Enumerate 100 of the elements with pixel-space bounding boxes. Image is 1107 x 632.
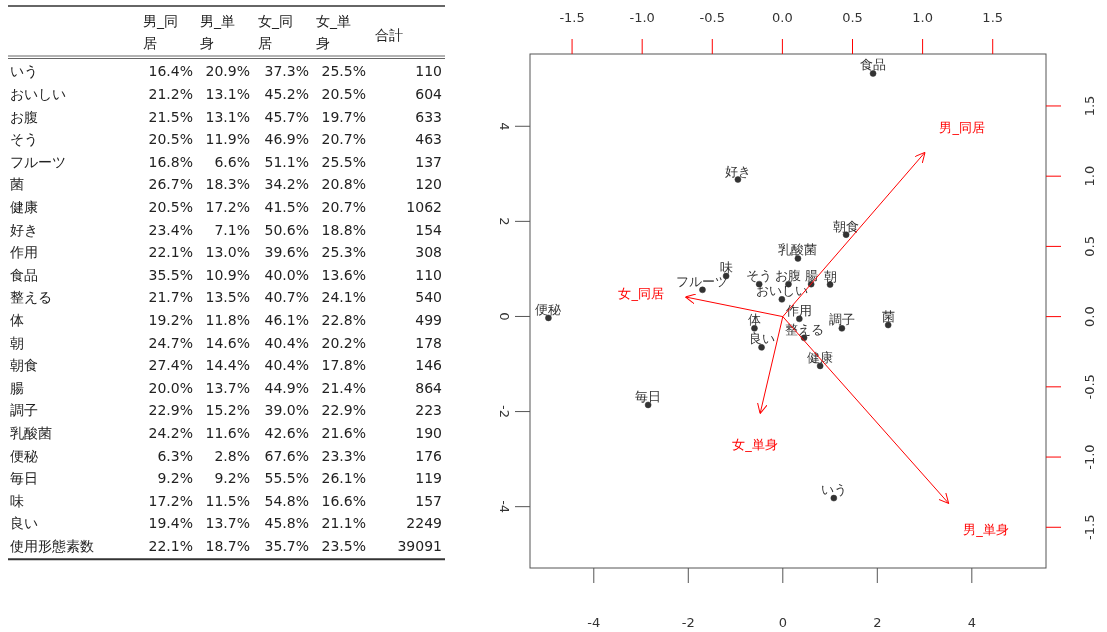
text: 2.8%: [214, 447, 250, 464]
category-label: 整える: [10, 289, 52, 306]
text: 10.9%: [205, 266, 250, 283]
category-label: 女_単身: [316, 13, 351, 51]
category-label: 男_同居: [143, 13, 178, 51]
data-label: 乳酸菌: [778, 242, 818, 258]
text: 22.1%: [148, 244, 193, 261]
text: 45.8%: [264, 515, 309, 532]
text: 16.6%: [321, 492, 366, 509]
text: 154: [415, 221, 442, 238]
text: 11.6%: [205, 424, 250, 441]
category-label: 使用形態素数: [10, 537, 94, 554]
text: 13.5%: [205, 289, 250, 306]
text: 20.0%: [148, 379, 193, 396]
data-label: フルーツ: [676, 273, 729, 289]
text: 7.1%: [214, 221, 250, 238]
category-label: 健康: [10, 198, 38, 215]
category-label: 乳酸菌: [10, 424, 52, 441]
text: 15.2%: [205, 402, 250, 419]
text: 23.5%: [321, 537, 366, 554]
text: 13.7%: [205, 379, 250, 396]
data-label: 便秘: [535, 301, 562, 317]
text: 51.1%: [264, 153, 309, 170]
text: 22.9%: [148, 402, 193, 419]
text: 45.7%: [264, 108, 309, 125]
data-label: 腸: [804, 268, 818, 284]
text: 17.2%: [205, 198, 250, 215]
text: 40.0%: [264, 266, 309, 283]
text: 21.4%: [321, 379, 366, 396]
text: 21.2%: [148, 85, 193, 102]
text: 190: [415, 424, 442, 441]
text: 13.6%: [321, 266, 366, 283]
text: 16.8%: [148, 153, 193, 170]
text: 14.6%: [205, 334, 250, 351]
text: 11.9%: [205, 131, 250, 148]
x-tick-label: 4: [967, 615, 976, 630]
text: 110: [415, 63, 442, 80]
text: 20.7%: [321, 198, 366, 215]
text: 26.1%: [321, 470, 366, 487]
text: 20.7%: [321, 131, 366, 148]
text: 1062: [406, 198, 442, 215]
text: 24.1%: [321, 289, 366, 306]
category-label: 腸: [10, 379, 24, 396]
text: 40.4%: [264, 334, 309, 351]
text: 37.3%: [264, 63, 309, 80]
text: 40.7%: [264, 289, 309, 306]
category-label: 食品: [10, 266, 38, 283]
y2-tick-label: 1.0: [1082, 165, 1097, 187]
y-tick-label: -4: [497, 500, 512, 514]
text: 20.8%: [321, 176, 366, 193]
text: 22.1%: [148, 537, 193, 554]
y2-tick-label: 1.5: [1082, 95, 1097, 117]
text: 157: [415, 492, 442, 509]
data-label: 朝食: [833, 218, 860, 234]
text: 119: [415, 470, 442, 487]
data-label: そう: [746, 268, 773, 284]
x2-tick-label: -0.5: [699, 10, 725, 25]
text: 13.0%: [205, 244, 250, 261]
text: 308: [415, 244, 442, 261]
text: 146: [415, 357, 442, 374]
text: 26.7%: [148, 176, 193, 193]
data-label: 好き: [724, 163, 751, 179]
text: 23.4%: [148, 221, 193, 238]
text: 24.2%: [148, 424, 193, 441]
text: 40.4%: [264, 357, 309, 374]
text: 21.1%: [321, 515, 366, 532]
category-label: フルーツ: [10, 153, 66, 170]
y-tick-label: 0: [497, 312, 512, 321]
text: 20.9%: [205, 63, 250, 80]
y2-tick-label: 0.5: [1082, 236, 1097, 257]
x2-tick-label: -1.0: [629, 10, 655, 25]
category-label: 作用: [10, 244, 38, 261]
text: 44.9%: [264, 379, 309, 396]
text: 120: [415, 176, 442, 193]
text: 35.5%: [148, 266, 193, 283]
category-label: 男_単身: [200, 13, 235, 51]
text: 23.3%: [321, 447, 366, 464]
text: 19.4%: [148, 515, 193, 532]
y2-tick-label: -1.5: [1082, 514, 1097, 540]
y2-tick-label: -1.0: [1082, 444, 1097, 470]
text: 18.3%: [205, 176, 250, 193]
text: 67.6%: [264, 447, 309, 464]
category-label: そう: [10, 131, 38, 148]
text: 6.6%: [214, 153, 250, 170]
x-tick-label: -4: [587, 615, 601, 630]
text: 13.1%: [205, 108, 250, 125]
category-label: 菌: [10, 176, 24, 193]
text: 25.5%: [321, 63, 366, 80]
text: 11.8%: [205, 311, 250, 328]
text: 17.8%: [321, 357, 366, 374]
text: 604: [415, 85, 442, 102]
x2-tick-label: -1.5: [559, 10, 585, 25]
data-label: 調子: [828, 312, 855, 328]
x2-tick-label: 1.5: [982, 10, 1004, 25]
category-label: 調子: [10, 402, 38, 419]
data-label: 健康: [807, 349, 834, 365]
text: 864: [415, 379, 442, 396]
text: 9.2%: [214, 470, 250, 487]
data-label: 体: [747, 312, 761, 328]
data-label: お腹: [775, 268, 802, 284]
